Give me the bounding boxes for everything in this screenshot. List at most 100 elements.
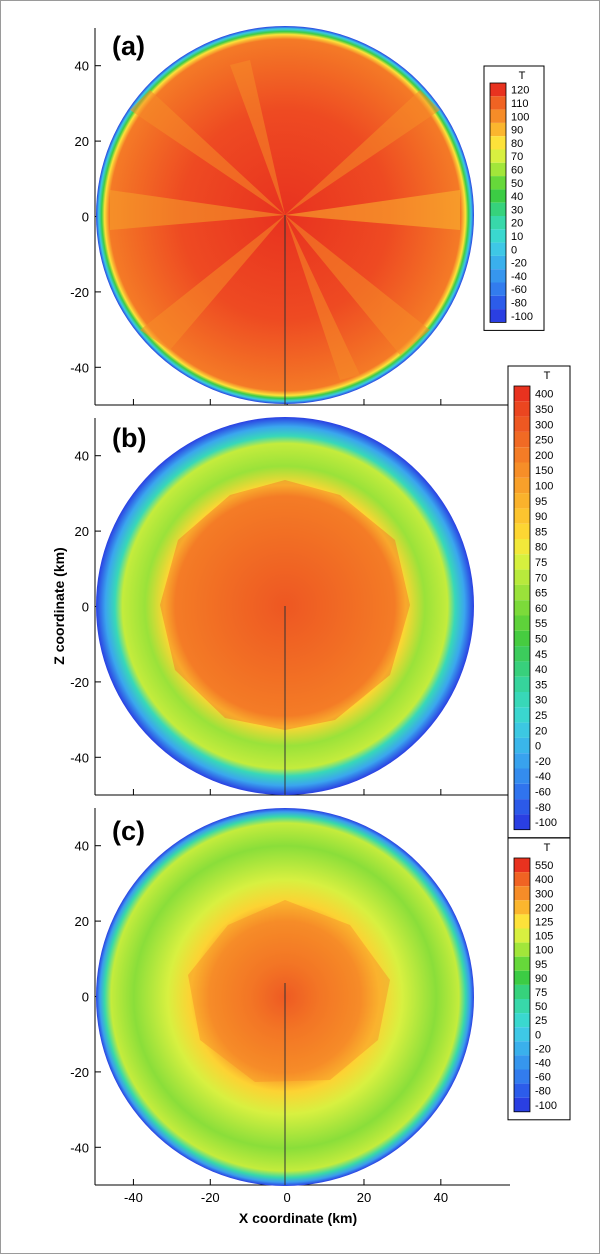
legend-swatch [514, 431, 530, 448]
legend-level-label: -40 [511, 271, 527, 283]
legend-swatch [514, 630, 530, 647]
legend-swatch [514, 508, 530, 524]
panel-b-core [160, 480, 410, 730]
legend-level-label: 70 [535, 572, 547, 584]
legend-swatch [514, 1013, 530, 1028]
y-axis-label: Z coordinate (km) [51, 547, 67, 664]
y-tick-label: -40 [70, 1140, 89, 1155]
legend-level-label: 90 [535, 973, 547, 985]
y-tick-label: -20 [70, 1065, 89, 1080]
legend-level-label: 65 [535, 588, 547, 600]
legend-level-label: 90 [535, 511, 547, 523]
y-tick-label: 40 [75, 449, 89, 464]
legend-colorbar-frame [489, 82, 507, 323]
legend-swatch [490, 149, 506, 163]
legend-level-label: 550 [535, 860, 553, 872]
legend-level-label: 105 [535, 931, 553, 943]
legend-swatch [514, 539, 530, 555]
x-tick-label: 0 [284, 1190, 291, 1205]
legend-level-label: -60 [511, 284, 527, 296]
y-tick-label: 40 [75, 59, 89, 74]
legend-level-label: 40 [535, 664, 547, 676]
legend-level-label: 100 [511, 111, 529, 123]
legend-level-label: 300 [535, 419, 553, 431]
legend-swatch [514, 477, 530, 494]
legend-level-label: 60 [511, 164, 523, 176]
x-tick-label: 40 [434, 1190, 448, 1205]
panel-a-plumes [110, 60, 460, 380]
legend-level-label: 55 [535, 618, 547, 630]
legend-swatch [514, 858, 530, 873]
legend-swatch [514, 737, 530, 754]
legend-level-label: 20 [535, 725, 547, 737]
x-tick-label: -20 [201, 1190, 220, 1205]
legend-level-label: 90 [511, 125, 523, 137]
legend-swatch [514, 914, 530, 929]
legend-title: T [544, 842, 551, 854]
legend-swatch [514, 600, 530, 616]
legend-swatch [514, 886, 530, 901]
y-tick-label: 0 [82, 600, 89, 615]
legend-swatch [514, 1027, 530, 1042]
legend-level-label: -80 [535, 802, 551, 814]
legend-level-label: 400 [535, 389, 553, 401]
legend-level-label: -80 [511, 297, 527, 309]
x-axis-label: X coordinate (km) [239, 1210, 357, 1226]
legend-swatch [490, 282, 506, 296]
legend-swatch [514, 615, 530, 631]
legend-level-label: -60 [535, 1072, 551, 1084]
legend-swatch [490, 202, 506, 216]
legend-swatch [514, 646, 530, 662]
y-tick-label: -40 [70, 750, 89, 765]
legend-level-label: 50 [535, 633, 547, 645]
legend-swatch [514, 1097, 530, 1112]
legend-level-label: -40 [535, 1057, 551, 1069]
legend-swatch [490, 255, 506, 270]
legend-swatch [514, 661, 530, 677]
y-tick-label: 20 [75, 524, 89, 539]
legend-swatch [514, 1083, 530, 1098]
legend-level-label: 400 [535, 874, 553, 886]
legend-title: T [544, 370, 551, 382]
legend-level-label: 250 [535, 435, 553, 447]
legend-swatch [514, 799, 530, 815]
legend-level-label: 120 [511, 85, 529, 97]
y-tick-label: -40 [70, 360, 89, 375]
legend-swatch [514, 1055, 530, 1070]
legend-swatch [514, 692, 530, 708]
legend-level-label: 35 [535, 679, 547, 691]
legend-swatch [514, 1041, 530, 1056]
legend-level-label: 0 [535, 1029, 541, 1041]
legend-level-label: -60 [535, 786, 551, 798]
legend-level-label: 350 [535, 404, 553, 416]
legend-swatch [514, 401, 530, 417]
legend-level-label: 75 [535, 987, 547, 999]
legend-swatch [514, 707, 530, 723]
legend-level-label: 125 [535, 916, 553, 928]
legend-swatch [514, 814, 530, 830]
legend-swatch [514, 970, 530, 985]
panel-c-legend: T 550 400 300 200 125 105 100 95 90 75 50 25 0 -20 -40 -… [507, 837, 571, 1121]
legend-swatch [490, 109, 506, 123]
legend-level-label: -100 [535, 817, 557, 829]
legend-level-label: 20 [511, 218, 523, 230]
y-tick-label: 20 [75, 134, 89, 149]
legend-swatch [490, 96, 506, 110]
legend-swatch [514, 416, 530, 432]
legend-swatch [490, 229, 506, 243]
panel-c-x-ticks: -40 -20 0 20 40 [124, 1179, 448, 1205]
legend-swatch [514, 584, 530, 601]
panel-a-y-ticks: 40 20 0 -20 -40 [70, 59, 101, 375]
legend-level-label: 50 [511, 178, 523, 190]
legend-level-label: -20 [535, 756, 551, 768]
y-tick-label: -20 [70, 675, 89, 690]
legend-swatch [490, 309, 506, 323]
panel-b-y-ticks: 40 20 0 -20 -40 [70, 449, 101, 765]
legend-swatch [514, 942, 530, 957]
legend-level-label: 10 [511, 231, 523, 243]
legend-swatch [514, 753, 530, 769]
legend-swatch [514, 956, 530, 971]
